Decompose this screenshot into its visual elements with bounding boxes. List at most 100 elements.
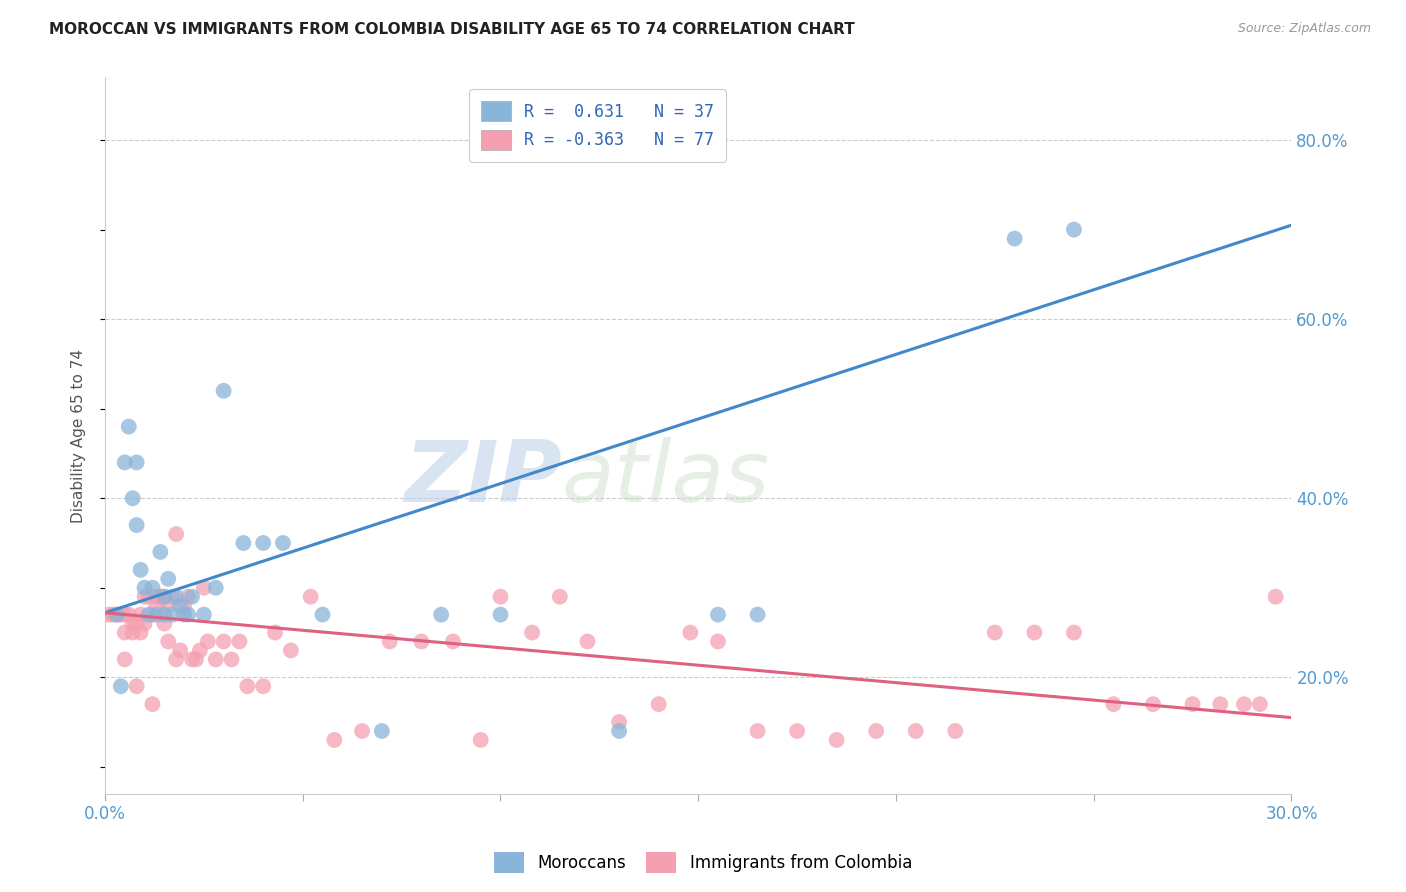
Point [228,634,250,648]
Point [157,599,180,613]
Point [125,518,148,533]
Point [118,419,141,434]
Point [825,733,848,747]
Point [679,625,702,640]
Point [165,527,187,541]
Point [114,607,136,622]
Point [221,652,243,666]
Point [169,643,191,657]
Point [145,599,167,613]
Point [121,625,143,640]
Point [264,625,287,640]
Point [204,581,226,595]
Point [607,724,630,739]
Point [489,590,512,604]
Point [177,607,200,622]
Point [786,724,808,739]
Point [149,590,172,604]
Point [252,679,274,693]
Point [169,599,191,613]
Point [141,697,163,711]
Point [165,652,187,666]
Text: MOROCCAN VS IMMIGRANTS FROM COLOMBIA DISABILITY AGE 65 TO 74 CORRELATION CHART: MOROCCAN VS IMMIGRANTS FROM COLOMBIA DIS… [49,22,855,37]
Point [197,634,219,648]
Point [153,590,176,604]
Point [904,724,927,739]
Point [204,652,226,666]
Point [1264,590,1286,604]
Point [114,652,136,666]
Point [193,581,215,595]
Point [371,724,394,739]
Point [323,733,346,747]
Point [153,616,176,631]
Point [489,607,512,622]
Point [378,634,401,648]
Point [252,536,274,550]
Point [177,590,200,604]
Legend: Moroccans, Immigrants from Colombia: Moroccans, Immigrants from Colombia [488,846,918,880]
Point [118,607,141,622]
Point [110,607,132,622]
Point [110,679,132,693]
Text: ZIP: ZIP [404,437,562,520]
Point [311,607,333,622]
Point [1004,231,1026,245]
Point [1063,222,1085,236]
Point [138,590,160,604]
Point [520,625,543,640]
Point [184,652,207,666]
Point [1102,697,1125,711]
Point [105,607,128,622]
Point [441,634,464,648]
Point [114,455,136,469]
Point [134,581,156,595]
Point [236,679,259,693]
Point [747,607,769,622]
Point [97,607,120,622]
Point [212,634,235,648]
Text: Source: ZipAtlas.com: Source: ZipAtlas.com [1237,22,1371,36]
Point [129,625,152,640]
Point [160,590,183,604]
Point [173,607,195,622]
Point [121,616,143,631]
Point [707,634,730,648]
Point [173,599,195,613]
Point [647,697,669,711]
Point [470,733,492,747]
Point [943,724,966,739]
Point [129,607,152,622]
Point [125,455,148,469]
Point [1142,697,1164,711]
Point [188,643,211,657]
Point [1181,697,1204,711]
Point [181,590,204,604]
Point [352,724,374,739]
Point [134,616,156,631]
Point [149,590,172,604]
Point [145,607,167,622]
Point [865,724,887,739]
Point [101,607,124,622]
Point [984,625,1007,640]
Point [212,384,235,398]
Point [707,607,730,622]
Point [280,643,302,657]
Point [1233,697,1256,711]
Point [138,607,160,622]
Legend: R =  0.631   N = 37, R = -0.363   N = 77: R = 0.631 N = 37, R = -0.363 N = 77 [470,89,725,161]
Point [125,679,148,693]
Point [430,607,453,622]
Point [1063,625,1085,640]
Point [153,590,176,604]
Point [153,607,176,622]
Point [271,536,294,550]
Point [141,581,163,595]
Point [181,652,204,666]
Point [232,536,254,550]
Point [576,634,599,648]
Point [160,607,183,622]
Point [1024,625,1046,640]
Point [193,607,215,622]
